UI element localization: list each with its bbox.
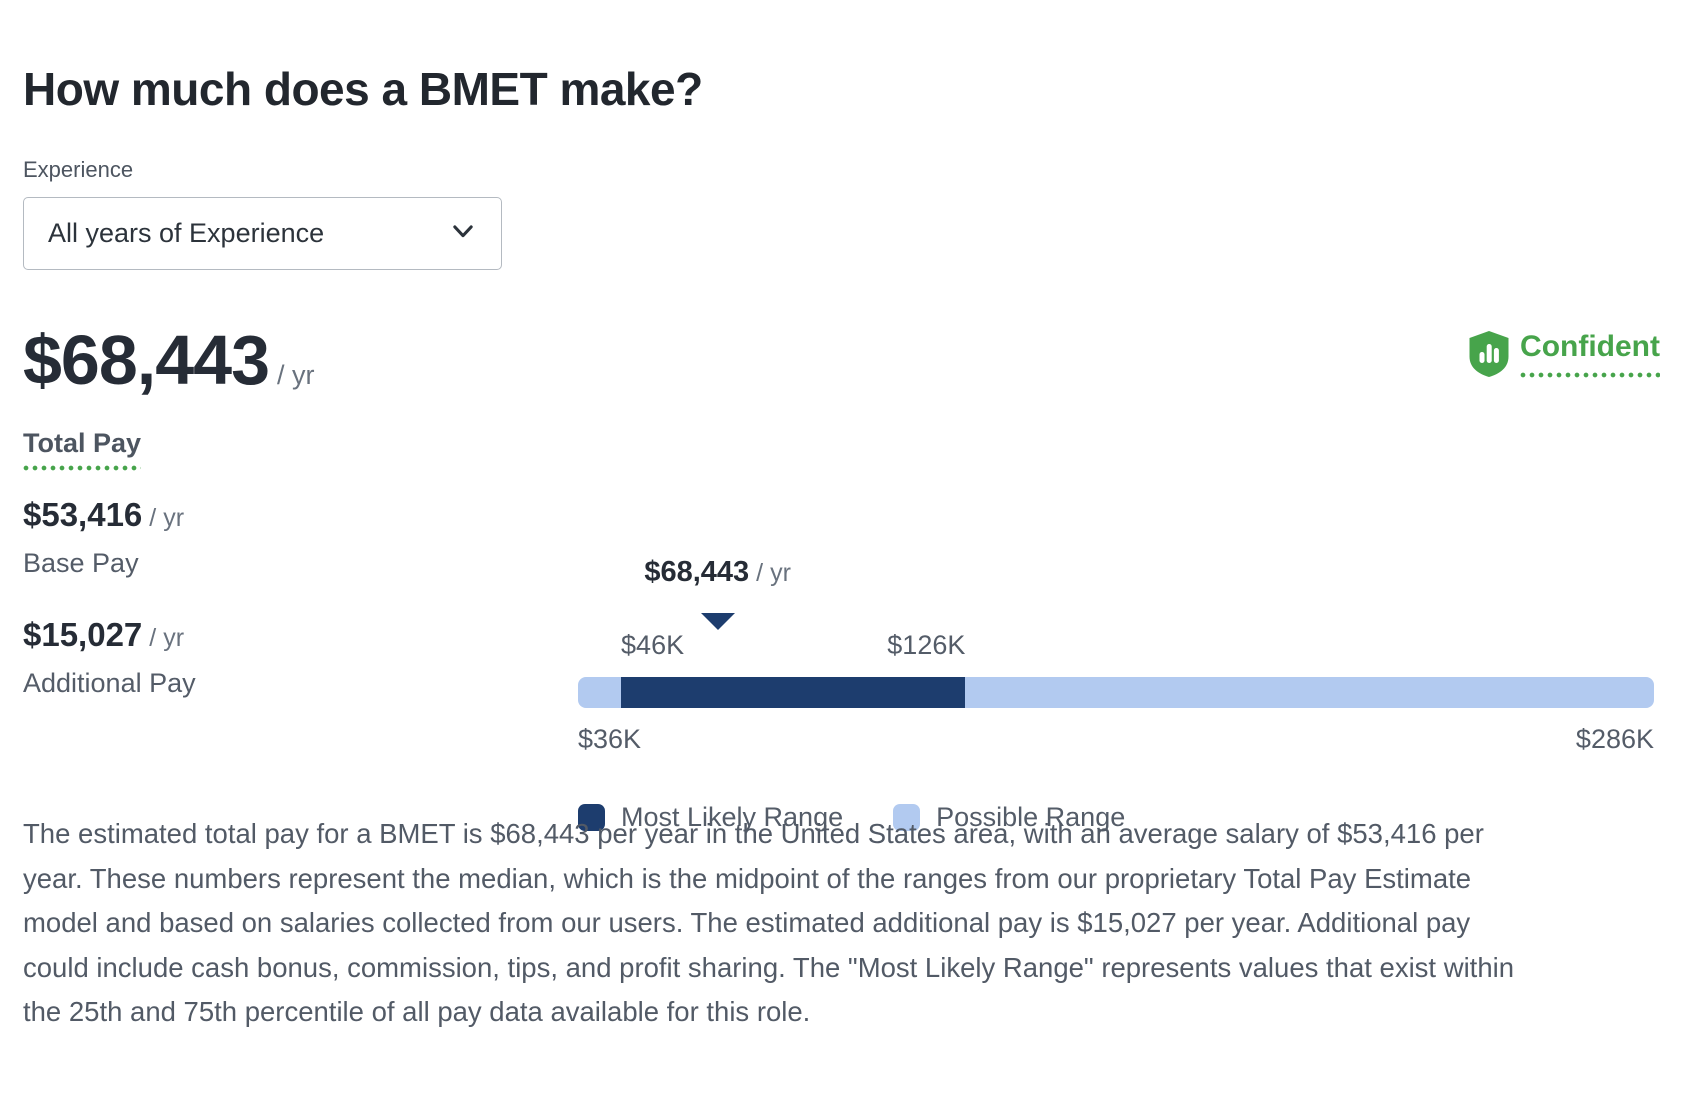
base-pay-amount: $53,416 [23,496,143,533]
additional-pay-block: $15,027 / yr Additional Pay [23,616,196,699]
median-marker-triangle-icon [700,613,735,630]
additional-pay-amount: $15,027 [23,616,143,653]
legend-item-possible: Possible Range [893,802,1125,833]
most-likely-range-swatch-icon [578,804,605,831]
total-pay-amount-block: $68,443 / yr [23,320,315,400]
axis-max-label: $286K [1575,724,1654,754]
legend-item-most-likely: Most Likely Range [578,802,843,833]
base-pay-per-unit: / yr [149,504,185,532]
most-likely-range-segment [621,677,966,708]
experience-dropdown-value: All years of Experience [48,218,325,248]
shield-bar-chart-icon [1468,330,1510,383]
total-pay-amount: $68,443 [23,321,270,399]
pay-range-chart: $68,443 / yr $46K $126K $36K $286K Most … [578,556,1654,856]
confidence-badge-label: Confident [1520,330,1660,378]
additional-pay-label: Additional Pay [23,668,196,698]
possible-range-swatch-icon [893,804,921,831]
most-likely-max-label: $126K [887,630,966,660]
pay-estimate-description: The estimated total pay for a BMET is $6… [23,818,1515,1027]
additional-pay-per-unit: / yr [149,624,185,652]
most-likely-min-label: $46K [621,630,685,660]
chart-legend: Most Likely Range Possible Range [578,802,1175,833]
axis-min-label: $36K [578,724,642,754]
median-amount: $68,443 [644,556,750,588]
total-pay-label[interactable]: Total Pay [23,428,142,471]
experience-dropdown[interactable]: All years of Experience [23,197,502,270]
legend-possible-label: Possible Range [936,802,1126,832]
experience-filter-label: Experience [23,157,134,182]
median-marker-label: $68,443 / yr [644,556,791,589]
legend-most-likely-label: Most Likely Range [621,802,844,832]
confidence-badge[interactable]: Confident [1468,330,1660,383]
base-pay-block: $53,416 / yr Base Pay [23,496,184,579]
base-pay-label: Base Pay [23,548,139,578]
median-per-unit: / yr [756,559,791,587]
page-title: How much does a BMET make? [23,63,703,115]
possible-range-bar [578,677,1654,708]
chevron-down-icon [449,217,477,250]
total-pay-per-unit: / yr [277,360,315,390]
